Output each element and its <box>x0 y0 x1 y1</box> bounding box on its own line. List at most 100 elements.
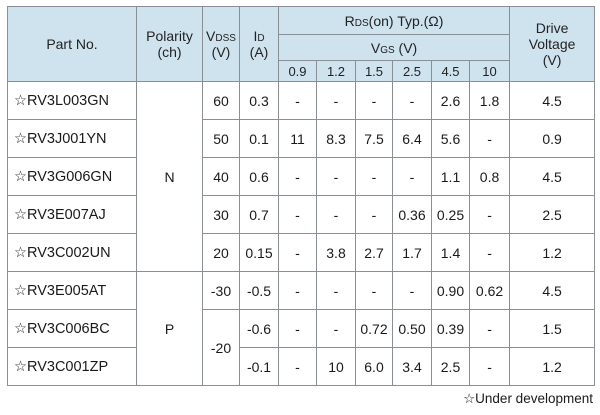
rds-cell: - <box>278 233 317 272</box>
polarity-cell: P <box>136 271 203 386</box>
part-number: ☆RV3C001ZP <box>7 347 137 386</box>
id-cell: 0.3 <box>239 81 279 120</box>
rds-cell: 6.0 <box>355 347 393 386</box>
rds-cell: 6.4 <box>392 119 432 158</box>
rds-cell: - <box>468 119 511 158</box>
rds-cell: - <box>316 81 356 120</box>
id-cell: 0.15 <box>239 233 279 272</box>
header-part-no: Part No. <box>7 6 137 82</box>
table-row: ☆RV3E007AJ 30 0.7 - - - 0.36 0.25 - 2.5 <box>7 195 596 234</box>
header-id: ID (A) <box>239 6 279 82</box>
id-cell: 0.7 <box>239 195 279 234</box>
drive-voltage-cell: 4.5 <box>509 271 596 310</box>
id-cell: -0.6 <box>239 309 279 348</box>
part-number: ☆RV3C002UN <box>7 233 137 272</box>
rds-cell: - <box>355 157 393 196</box>
rds-cell: - <box>316 271 356 310</box>
header-vgs-value: 0.9 <box>278 60 317 82</box>
rds-cell: - <box>278 271 317 310</box>
table-row: ☆RV3C001ZP -0.1 - 10 6.0 3.4 2.5 - 1.2 <box>7 347 596 386</box>
part-number: ☆RV3G006GN <box>7 157 137 196</box>
rds-cell: 3.8 <box>316 233 356 272</box>
header-vgs: VGS (V) <box>277 34 511 61</box>
rds-cell: 0.8 <box>468 157 511 196</box>
rds-cell: 1.1 <box>431 157 470 196</box>
table-row: ☆RV3C002UN 20 0.15 - 3.8 2.7 1.7 1.4 - 1… <box>7 233 596 272</box>
header-vgs-value: 10 <box>468 60 511 82</box>
rds-cell: 0.62 <box>468 271 511 310</box>
rds-cell: - <box>278 309 317 348</box>
rds-cell: - <box>355 81 393 120</box>
mosfet-spec-table: Part No. Polarity (ch) VDSS (V) ID (A) RDS(… <box>7 6 596 386</box>
rds-cell: 1.8 <box>468 81 511 120</box>
vdss-cell: 20 <box>202 233 240 272</box>
table-row: ☆RV3J001YN 50 0.1 11 8.3 7.5 6.4 5.6 - 0… <box>7 119 596 158</box>
id-cell: 0.1 <box>239 119 279 158</box>
rds-cell: - <box>392 271 432 310</box>
rds-cell: - <box>278 157 317 196</box>
header-rds-on: RDS(on) Typ.(Ω) <box>277 6 511 35</box>
rds-cell: - <box>468 195 511 234</box>
rds-cell: 0.25 <box>431 195 470 234</box>
rds-cell: - <box>355 195 393 234</box>
drive-voltage-cell: 4.5 <box>509 81 596 120</box>
part-number: ☆RV3C006BC <box>7 309 137 348</box>
rds-cell: - <box>316 195 356 234</box>
polarity-cell: N <box>136 81 203 272</box>
rds-cell: - <box>278 195 317 234</box>
rds-cell: 7.5 <box>355 119 393 158</box>
drive-voltage-cell: 1.2 <box>509 347 596 386</box>
table-row: ☆RV3G006GN 40 0.6 - - - - 1.1 0.8 4.5 <box>7 157 596 196</box>
part-number: ☆RV3J001YN <box>7 119 137 158</box>
rds-cell: 1.4 <box>431 233 470 272</box>
id-cell: -0.1 <box>239 347 279 386</box>
vdss-cell: 40 <box>202 157 240 196</box>
rds-cell: - <box>468 309 511 348</box>
rds-cell: 8.3 <box>316 119 356 158</box>
vdss-cell: -20 <box>202 309 240 386</box>
rds-cell: 2.7 <box>355 233 393 272</box>
id-cell: 0.6 <box>239 157 279 196</box>
drive-voltage-cell: 1.5 <box>509 309 596 348</box>
part-number: ☆RV3L003GN <box>7 81 137 120</box>
rds-cell: - <box>468 347 511 386</box>
rds-cell: - <box>278 347 317 386</box>
rds-cell: 2.6 <box>431 81 470 120</box>
rds-cell: 10 <box>316 347 356 386</box>
drive-voltage-cell: 1.2 <box>509 233 596 272</box>
header-drive-voltage: Drive Voltage (V) <box>509 6 596 82</box>
vdss-cell: -30 <box>202 271 240 310</box>
rds-cell: 5.6 <box>431 119 470 158</box>
rds-cell: 1.7 <box>392 233 432 272</box>
vdss-cell: 60 <box>202 81 240 120</box>
rds-cell: 0.72 <box>355 309 393 348</box>
drive-voltage-cell: 4.5 <box>509 157 596 196</box>
rds-cell: - <box>316 309 356 348</box>
rds-cell: - <box>316 157 356 196</box>
rds-cell: 0.36 <box>392 195 432 234</box>
header-vgs-value: 1.2 <box>316 60 356 82</box>
table-row: ☆RV3C006BC -20 -0.6 - - 0.72 0.50 0.39 -… <box>7 309 596 386</box>
rds-cell: - <box>392 157 432 196</box>
vdss-cell: 50 <box>202 119 240 158</box>
header-polarity: Polarity (ch) <box>136 6 203 82</box>
table-row: ☆RV3E005AT P -30 -0.5 - - - - 0.90 0.62 … <box>7 271 596 386</box>
rds-cell: 11 <box>278 119 317 158</box>
rds-cell: 3.4 <box>392 347 432 386</box>
id-cell: -0.5 <box>239 271 279 310</box>
part-number: ☆RV3E005AT <box>7 271 137 310</box>
header-vgs-value: 4.5 <box>431 60 470 82</box>
rds-cell: - <box>278 81 317 120</box>
rds-cell: 2.5 <box>431 347 470 386</box>
rds-cell: 0.50 <box>392 309 432 348</box>
table-row: ☆RV3L003GN N 60 0.3 - - - - 2.6 1.8 4.5 <box>7 81 596 272</box>
rds-cell: - <box>468 233 511 272</box>
part-number: ☆RV3E007AJ <box>7 195 137 234</box>
header-vgs-value: 2.5 <box>392 60 432 82</box>
header-vdss: VDSS (V) <box>202 6 240 82</box>
under-development-footnote: ☆Under development <box>463 391 593 406</box>
header-vgs-value: 1.5 <box>355 60 393 82</box>
rds-cell: - <box>392 81 432 120</box>
rds-cell: - <box>355 271 393 310</box>
vdss-cell: 30 <box>202 195 240 234</box>
